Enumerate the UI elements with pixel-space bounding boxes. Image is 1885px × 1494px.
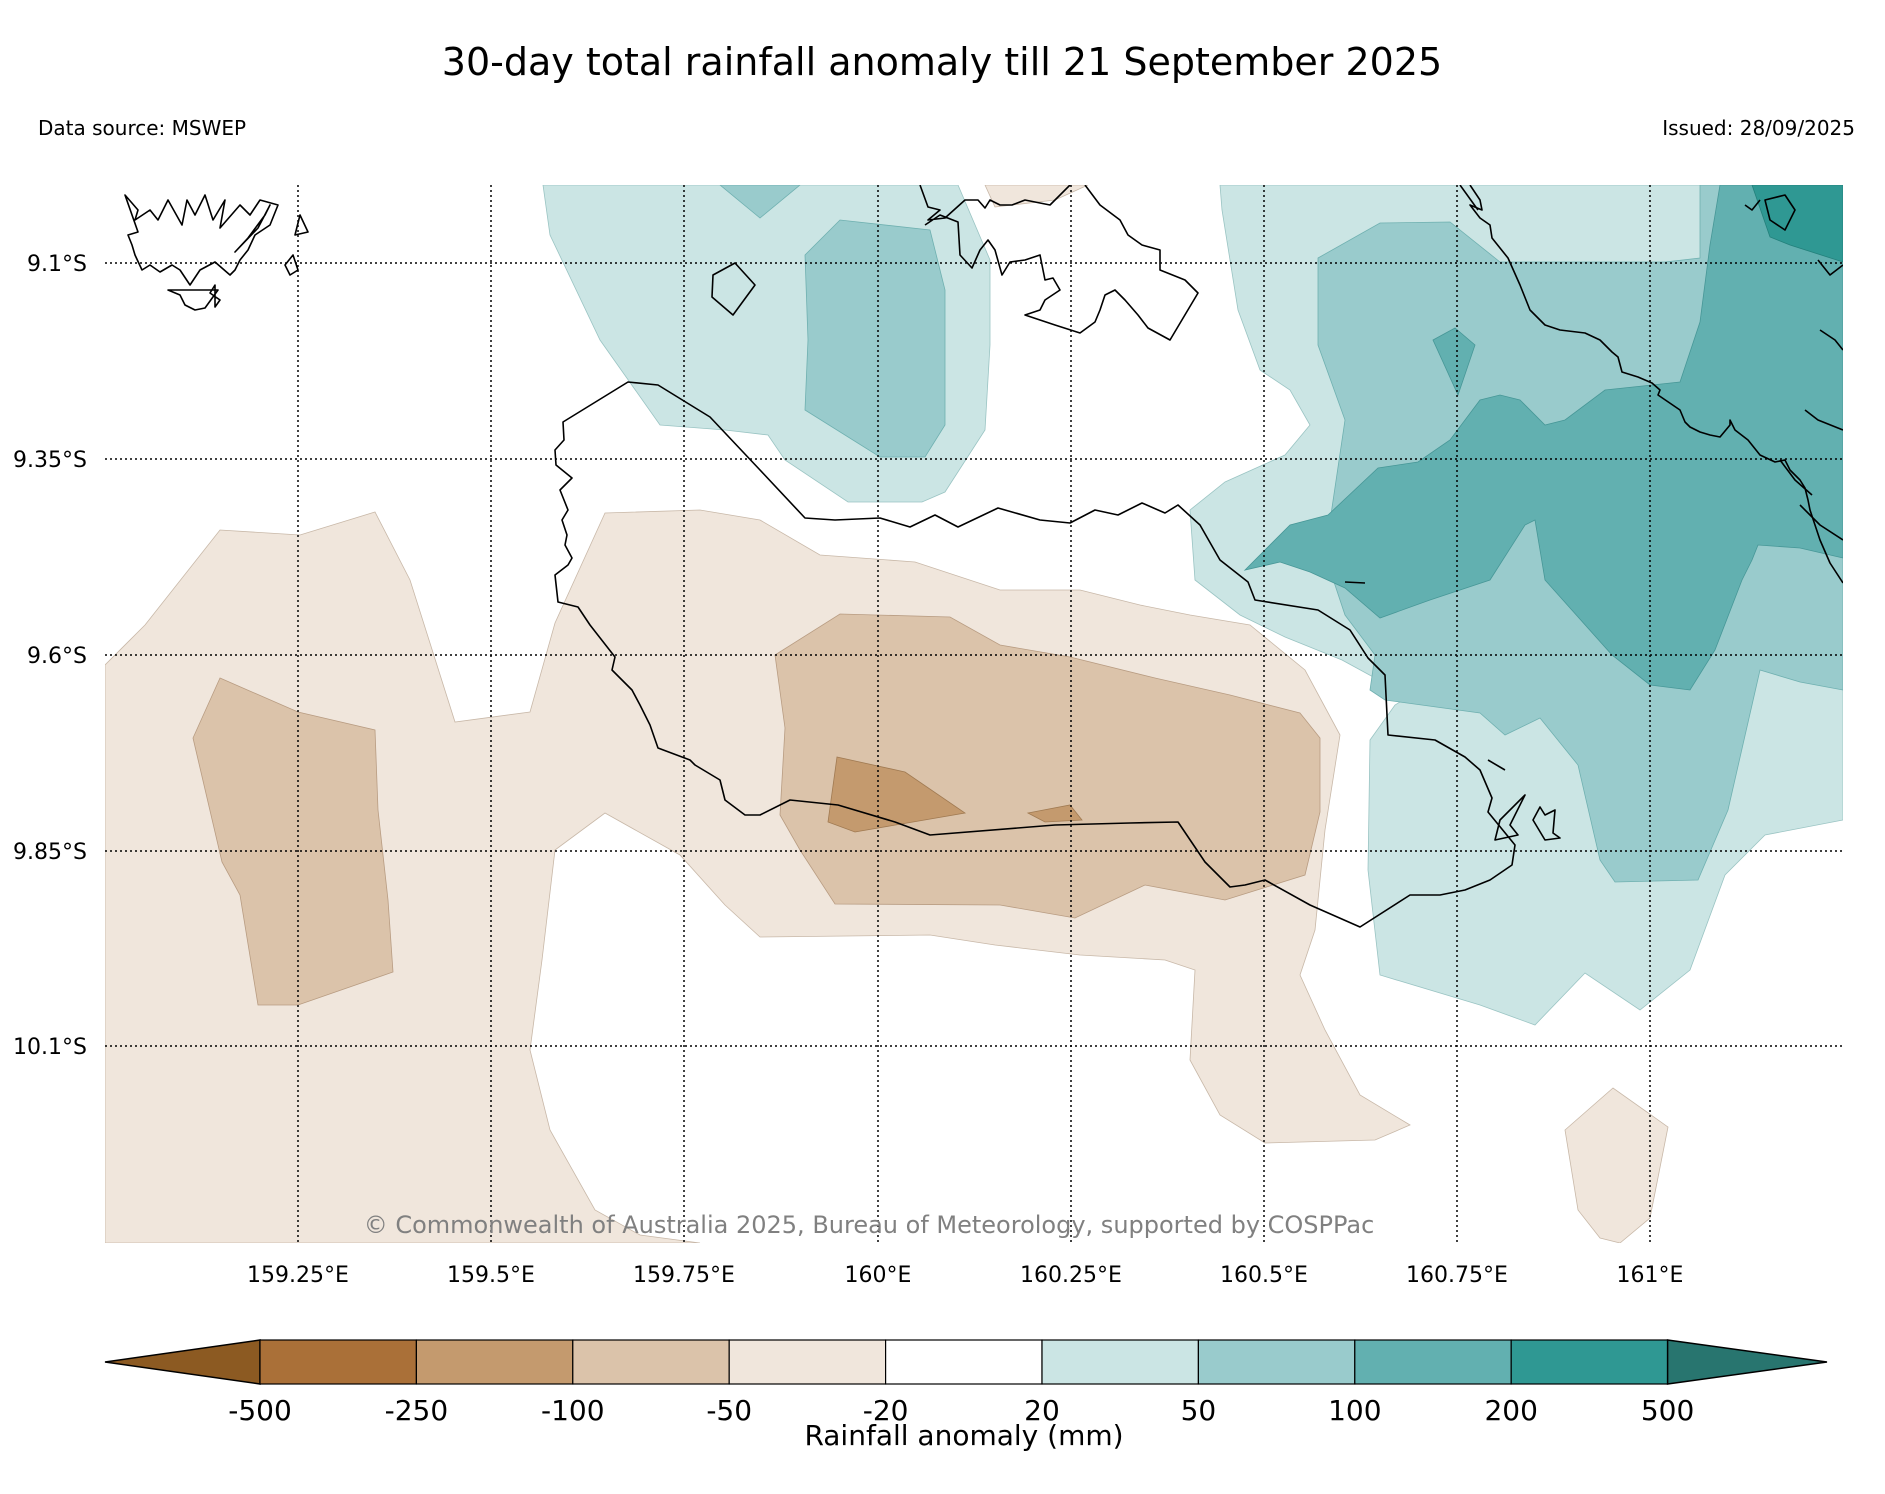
copyright-notice: © Commonwealth of Australia 2025, Bureau… (364, 1211, 1375, 1239)
colorbar-segment (259, 1339, 417, 1385)
colorbar-tick-label: -500 (228, 1394, 292, 1427)
nw-island-coastline (124, 194, 309, 311)
lon-tick-label: 159.5°E (447, 1263, 535, 1288)
colorbar-tick-label: 200 (1484, 1394, 1537, 1427)
colorbar-segment (1510, 1339, 1669, 1385)
colorbar-segment (1197, 1339, 1356, 1385)
issued-date-label: Issued: 28/09/2025 (1662, 116, 1855, 140)
dry-anomaly-medium-regions (192, 613, 1321, 1006)
colorbar-tick-label: 500 (1641, 1394, 1694, 1427)
colorbar-tick-label: -100 (541, 1394, 605, 1427)
colorbar-extension-high (1666, 1339, 1828, 1385)
lon-tick-label: 159.25°E (247, 1263, 349, 1288)
colorbar-segment (415, 1339, 574, 1385)
lon-tick-label: 161°E (1617, 1263, 1684, 1288)
lon-tick-label: 160.25°E (1020, 1263, 1122, 1288)
lon-tick-label: 159.75°E (633, 1263, 735, 1288)
guadalcanal-coastline (554, 381, 1516, 928)
wet-anomaly-strong-regions (1243, 185, 1843, 691)
northern-island-coastline (919, 185, 1199, 341)
coastlines (124, 185, 1843, 928)
lat-tick-label: 9.1°S (27, 252, 87, 277)
north-tip-coastline (1459, 185, 1479, 211)
lon-tick-label: 160°E (845, 1263, 912, 1288)
colorbar-tick-label: -50 (706, 1394, 752, 1427)
dry-anomaly-strong-regions (827, 756, 1083, 833)
colorbar-tick-label: 20 (1024, 1394, 1060, 1427)
longitude-tick-labels: 159.25°E 159.5°E 159.75°E 160°E 160.25°E… (247, 1263, 1683, 1288)
colorbar-label: Rainfall anomaly (mm) (804, 1419, 1123, 1452)
lon-tick-label: 160.75°E (1406, 1263, 1508, 1288)
wet-anomaly-very-strong-regions (1751, 185, 1843, 263)
colorbar: -500 -250 -100 -50 -20 20 50 100 200 500 (104, 1339, 1828, 1427)
colorbar-segment (572, 1339, 730, 1385)
colorbar-extension-low (104, 1339, 261, 1385)
lat-tick-label: 9.35°S (13, 448, 87, 473)
data-source-label: Data source: MSWEP (38, 116, 246, 140)
colorbar-segment (884, 1339, 1043, 1385)
southeast-islets-coastline (1344, 581, 1561, 841)
eastern-coast-coastline (1469, 185, 1843, 584)
colorbar-tick-label: -250 (385, 1394, 449, 1427)
colorbar-tick-label: -20 (863, 1394, 909, 1427)
colorbar-segment (1041, 1339, 1199, 1385)
colorbar-tick-label: 100 (1328, 1394, 1381, 1427)
colorbar-segment (1354, 1339, 1512, 1385)
map-plot-area: © Commonwealth of Australia 2025, Bureau… (105, 185, 1843, 1243)
lat-tick-label: 10.1°S (13, 1035, 87, 1060)
map-title: 30-day total rainfall anomaly till 21 Se… (442, 40, 1442, 84)
lat-lon-gridlines (105, 185, 1843, 1243)
latitude-tick-labels: 9.1°S 9.35°S 9.6°S 9.85°S 10.1°S (13, 252, 87, 1060)
lon-tick-label: 160.5°E (1220, 1263, 1308, 1288)
east-islets-coastline (1744, 194, 1843, 541)
lat-tick-label: 9.85°S (13, 840, 87, 865)
colorbar-segment (728, 1339, 887, 1385)
colorbar-tick-label: 50 (1181, 1394, 1217, 1427)
islet-coastline (711, 262, 756, 316)
lat-tick-label: 9.6°S (27, 644, 87, 669)
